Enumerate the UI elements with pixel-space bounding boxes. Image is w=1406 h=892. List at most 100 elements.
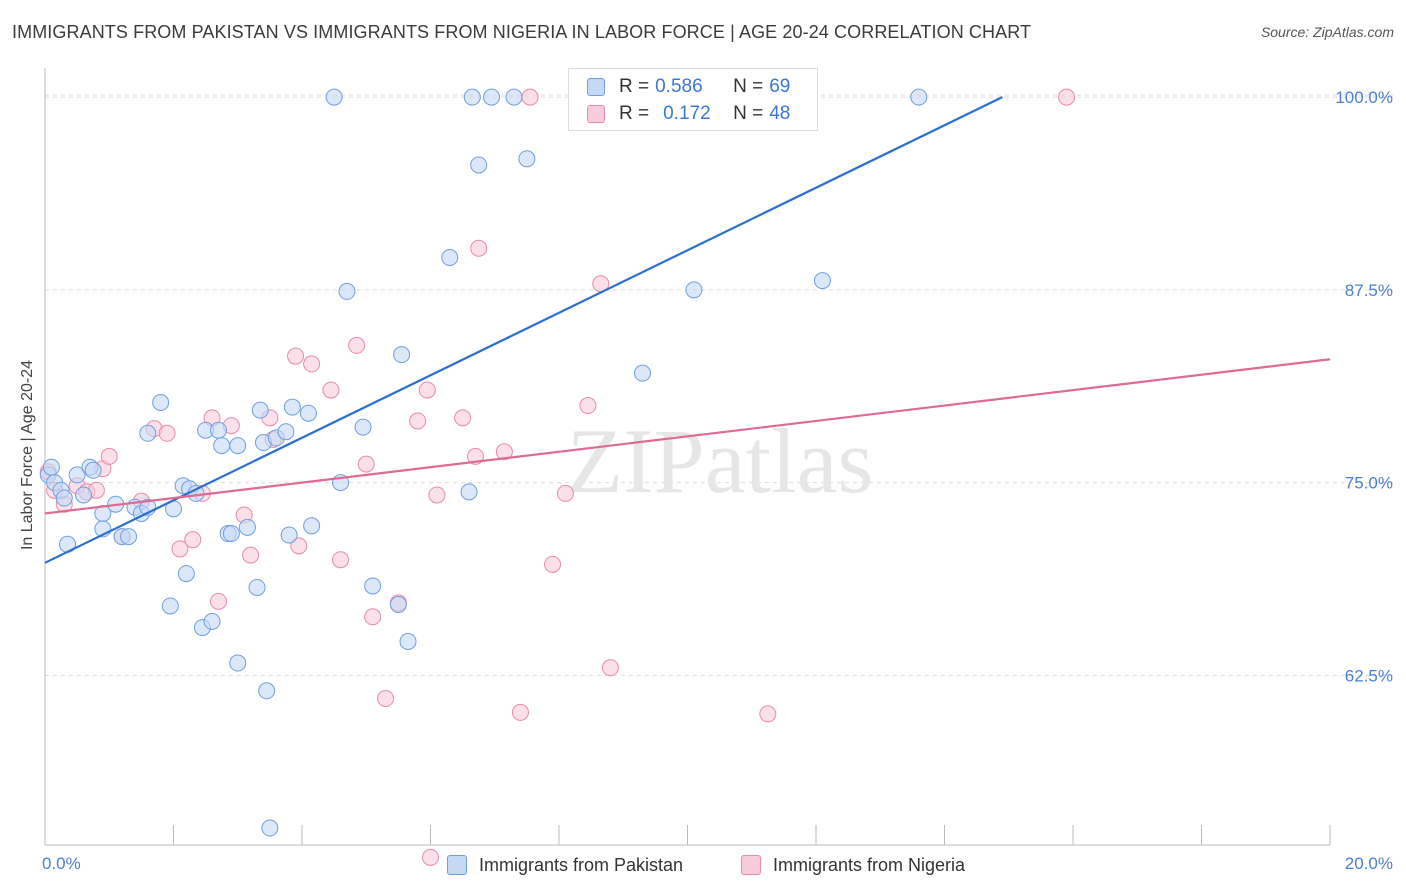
scatter-point [544, 555, 562, 573]
scatter-point [338, 282, 356, 300]
chart-title: IMMIGRANTS FROM PAKISTAN VS IMMIGRANTS F… [12, 22, 1032, 42]
r-value: 0.172 [663, 103, 711, 124]
series-nigeria-points [39, 88, 1076, 866]
scatter-point [322, 381, 340, 399]
legend-label-pakistan: Immigrants from Pakistan [479, 854, 684, 875]
scatter-point [209, 592, 227, 610]
scatter-point [813, 272, 831, 290]
scatter-point [505, 88, 523, 106]
scatter-point [418, 381, 436, 399]
scatter-point [152, 393, 170, 411]
y-tick-label: 87.5% [1345, 281, 1393, 300]
y-tick-label: 75.0% [1345, 474, 1393, 493]
trend-lines [44, 96, 1331, 564]
n-label: N = [733, 103, 764, 124]
scatter-point [161, 597, 179, 615]
scatter-point [348, 336, 366, 354]
scatter-point [332, 551, 350, 569]
n-value: 48 [769, 103, 791, 124]
x-tick-labels: 0.0% 20.0% [42, 854, 1393, 873]
scatter-point [759, 705, 777, 723]
scatter-point [299, 404, 317, 422]
scatter-point [177, 565, 195, 583]
scatter-point [75, 486, 93, 504]
scatter-point [229, 437, 247, 455]
scatter-point [463, 88, 481, 106]
scatter-point [579, 397, 597, 415]
legend-row-nigeria: R = 0.172 N = 48 [587, 103, 790, 125]
scatter-point [203, 612, 221, 630]
legend-item-nigeria[interactable]: Immigrants from Nigeria [741, 853, 965, 877]
series-pakistan-points [39, 88, 928, 837]
scatter-point [213, 437, 231, 455]
n-label: N = [733, 76, 764, 97]
scatter-point [634, 364, 652, 382]
correlation-legend: R = 0.586 N = 69 R = 0.172 N = 48 [568, 68, 818, 131]
scatter-point [357, 455, 375, 473]
scatter-point [283, 398, 301, 416]
scatter-point [158, 424, 176, 442]
legend-row-pakistan: R = 0.586 N = 69 [587, 76, 790, 98]
scatter-point [364, 577, 382, 595]
scatter-point [139, 424, 157, 442]
scatter-point [441, 248, 459, 266]
scatter-point [422, 848, 439, 866]
scatter-point [601, 659, 619, 677]
scatter-point [258, 682, 276, 700]
scatter-point [389, 595, 407, 613]
x-tick-label: 20.0% [1345, 854, 1393, 873]
scatter-point [68, 466, 86, 484]
scatter-point [470, 156, 488, 174]
scatter-point [42, 458, 60, 476]
watermark: ZIPatlas [567, 410, 874, 512]
legend-label-nigeria: Immigrants from Nigeria [773, 854, 966, 875]
scatter-point [511, 703, 529, 721]
scatter-point [910, 88, 928, 106]
trend-line-nigeria [44, 358, 1331, 515]
pakistan-swatch [587, 78, 605, 96]
scatter-point [521, 88, 539, 106]
n-value: 69 [769, 76, 791, 97]
scatter-point [55, 489, 73, 507]
nigeria-swatch [587, 105, 605, 123]
scatter-point [248, 578, 266, 596]
scatter-point [556, 484, 574, 502]
axes [44, 68, 1331, 846]
scatter-point [393, 346, 411, 364]
r-label: R = [619, 76, 650, 97]
scatter-point [222, 525, 240, 543]
scatter-point [100, 447, 118, 465]
pakistan-legend-swatch [447, 855, 467, 875]
scatter-point [409, 412, 427, 430]
scatter-point [364, 608, 382, 626]
scatter-point [1058, 88, 1076, 106]
scatter-point [518, 150, 536, 168]
y-tick-label: 100.0% [1335, 88, 1393, 107]
scatter-point [238, 518, 256, 536]
scatter-point [303, 517, 321, 535]
scatter-point [229, 654, 247, 672]
scatter-point [428, 486, 446, 504]
scatter-point [290, 537, 308, 555]
scatter-point [303, 355, 321, 373]
trend-line-pakistan [44, 96, 1003, 564]
scatter-point [120, 528, 138, 546]
scatter-point [277, 423, 295, 441]
scatter-point [454, 409, 472, 427]
scatter-point [325, 88, 343, 106]
scatter-point [377, 690, 395, 708]
scatter-point [495, 443, 513, 461]
scatter-point [287, 347, 305, 365]
scatter-point [171, 540, 189, 558]
scatter-point [251, 401, 269, 419]
legend-item-pakistan[interactable]: Immigrants from Pakistan [447, 853, 683, 877]
scatter-point [261, 819, 279, 837]
scatter-point [460, 483, 478, 501]
scatter-point [399, 632, 417, 650]
scatter-point [184, 531, 202, 549]
gridlines [45, 94, 1395, 676]
x-tick-label: 0.0% [42, 854, 81, 873]
scatter-point [242, 546, 260, 564]
scatter-point [84, 461, 102, 479]
scatter-point [470, 239, 488, 257]
